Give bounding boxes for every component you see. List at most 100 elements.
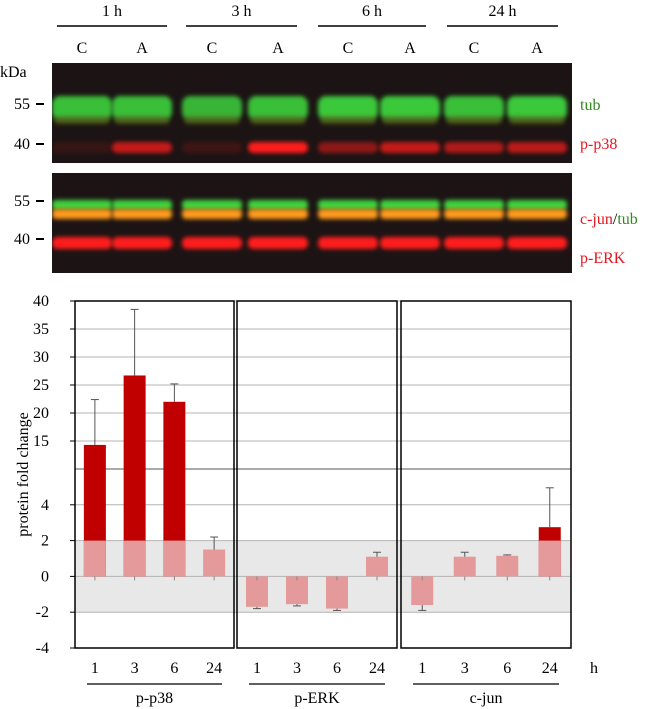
smear-band [320,116,376,124]
c-jun-band [52,209,112,219]
smear-band [54,116,110,124]
p-p38-band [507,142,567,153]
bar [203,549,226,577]
p-ERK-band [507,237,567,249]
blot-background [52,173,572,273]
tub-band [318,96,378,120]
p-p38-band [112,142,172,153]
y-tick-label: 15 [33,433,49,450]
bar [496,555,519,577]
x-tick-label: 6 [503,660,511,677]
panel-frame [400,300,572,649]
p-ERK-band [444,237,504,249]
bar-band-overlay [83,540,106,577]
x-tick-label: 1 [418,660,426,677]
x-tick-label: 1 [253,660,261,677]
p-p38-band [444,142,504,153]
tub-band [380,200,440,210]
band-label: tub [580,97,600,114]
tub-band [112,96,172,120]
bar [163,401,186,577]
c-jun-band [444,209,504,219]
bar [453,556,476,577]
x-tick-label: 24 [206,660,222,677]
lane-label: C [207,40,218,57]
band-label: c-jun/tub [580,211,638,228]
lane-label: A [531,40,543,57]
y-tick-label: 30 [33,349,49,366]
marker-label: 40 [14,136,30,153]
smear-band [114,116,170,124]
smear-band [184,116,240,124]
band-label-part: tub [617,211,637,228]
timepoint-label: 3 h [232,3,252,20]
band-label-part: / [613,211,618,228]
panel-frame [236,300,398,649]
p-ERK-band [248,237,308,249]
bar-band-overlay [123,540,146,577]
y-tick-label: 35 [33,321,49,338]
band-label-part: tub [580,97,600,114]
lane-label: C [343,40,354,57]
y-tick-label: 4 [41,497,49,514]
group-label: c-jun [470,690,503,707]
tub-band [318,200,378,210]
smear-band [250,116,306,124]
bar [246,576,268,607]
bar [123,375,146,577]
y-tick-label: 20 [33,405,49,422]
bar-band-overlay [538,540,561,577]
band-label-part: p-p38 [580,136,617,153]
blot-panel-2: 55 40 c-jun/tub p-ERK [14,173,638,273]
p-ERK-band [182,237,242,249]
smear-band [382,116,438,124]
p-ERK-band [318,237,378,249]
x-tick-label: 3 [461,660,469,677]
band-label: p-ERK [580,250,626,267]
p-p38-band [318,142,378,153]
x-tick-label: 3 [293,660,301,677]
tub-band [248,200,308,210]
tub-band [444,200,504,210]
band-label-part: p-ERK [580,250,626,267]
smear-band [509,116,565,124]
c-jun-band [507,209,567,219]
tub-band [52,96,112,120]
bar [326,576,348,609]
x-tick-label: 3 [131,660,139,677]
lane-label: A [404,40,416,57]
band-label: p-p38 [580,136,617,153]
tub-band [182,96,242,120]
y-tick-label: -2 [36,604,49,621]
timepoint-label: 1 h [102,3,122,20]
tub-band [112,200,172,210]
lane-label: C [77,40,88,57]
marker-label: 55 [14,96,30,113]
bar [286,576,308,605]
y-tick-label: 0 [41,568,49,585]
c-jun-band [380,209,440,219]
x-tick-label: 6 [333,660,341,677]
x-tick-label: 6 [170,660,178,677]
p-ERK-band [112,237,172,249]
band-label-part: c-jun [580,211,613,228]
y-tick-label: 2 [41,533,49,550]
y-tick-label: 25 [33,377,49,394]
y-axis-label: protein fold change [15,412,32,536]
group-label: p-ERK [294,690,340,707]
c-jun-band [182,209,242,219]
bar-band-overlay [163,540,186,577]
smear-band [446,116,502,124]
x-unit-label: h [590,660,598,677]
tub-band [248,96,308,120]
x-tick-label: 24 [542,660,558,677]
c-jun-band [318,209,378,219]
marker-label: 40 [14,231,30,248]
tub-band [444,96,504,120]
p-ERK-band [52,237,112,249]
kda-label: kDa [0,64,27,81]
bar [411,576,434,606]
tub-band [507,200,567,210]
marker-label: 55 [14,193,30,210]
